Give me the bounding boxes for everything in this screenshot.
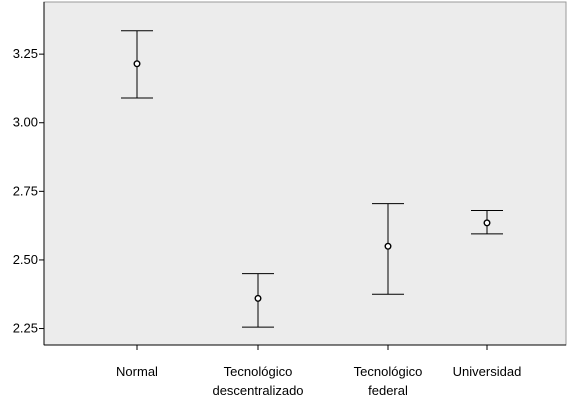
y-axis-ticks: 2.25 2.50 2.75 3.00 3.25: [13, 46, 44, 336]
y-tick-label: 3.00: [13, 115, 38, 130]
mean-point: [133, 60, 141, 68]
x-category-label: Universidad: [453, 364, 522, 379]
mean-point: [483, 219, 491, 227]
x-axis-labels: Normal Tecnológico descentralizado Tecnológ…: [116, 345, 521, 398]
mean-point: [254, 294, 262, 302]
x-category-label: Tecnológico: [354, 364, 423, 379]
y-tick-label: 2.25: [13, 321, 38, 336]
error-bars: [121, 30, 503, 328]
y-tick-label: 3.25: [13, 46, 38, 61]
plot-area: [43, 1, 567, 346]
x-category-label: descentralizado: [212, 383, 303, 398]
x-category-label: federal: [368, 383, 408, 398]
y-tick-label: 2.75: [13, 183, 38, 198]
x-category-label: Tecnológico: [224, 364, 293, 379]
mean-point: [384, 242, 392, 250]
x-category-label: Normal: [116, 364, 158, 379]
y-tick-label: 2.50: [13, 252, 38, 267]
